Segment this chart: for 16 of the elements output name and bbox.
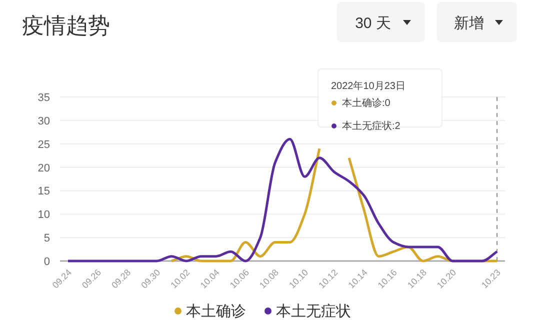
annotation: 本土确诊:0 (342, 97, 391, 109)
y-tick-label: 30 (38, 115, 50, 128)
y-tick-label: 25 (38, 138, 50, 151)
text: 30 天 (355, 15, 391, 32)
chart-title: 疫情趋势 (22, 13, 110, 38)
legend-label: 本土无症状 (276, 303, 351, 320)
y-tick-label: 15 (38, 186, 50, 198)
text: 新增 (454, 15, 484, 32)
y-tick-label: 35 (38, 92, 50, 104)
y-tick-label: 10 (38, 209, 50, 222)
annotation: 本土无症状:2 (342, 120, 401, 132)
y-tick-label: 20 (38, 162, 50, 174)
legend-label: 本土确诊 (186, 303, 246, 320)
y-tick-label: 0 (44, 256, 50, 268)
picture-tooltip: 2022年10月23日 本土确诊:0 本土无症状:2 (318, 68, 442, 132)
y-tick-label: 5 (44, 232, 50, 245)
